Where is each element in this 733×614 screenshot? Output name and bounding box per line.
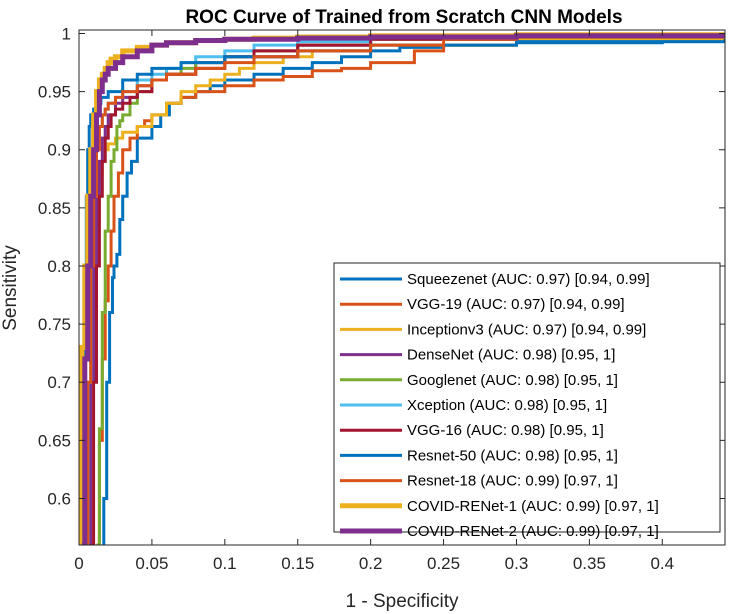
axes-box bbox=[78, 29, 726, 546]
y-tick-label: 0.6 bbox=[47, 489, 71, 508]
legend-entry: Resnet-18 (AUC: 0.99) [0.97, 1] bbox=[407, 473, 618, 490]
legend-entry: COVID-RENet-1 (AUC: 0.99) [0.97, 1] bbox=[407, 498, 659, 515]
y-tick-label: 0.7 bbox=[47, 373, 71, 392]
legend-entry: VGG-19 (AUC: 0.97) [0.94, 0.99] bbox=[407, 296, 625, 313]
legend-box bbox=[333, 262, 721, 533]
y-tick-label: 0.75 bbox=[38, 315, 71, 334]
y-tick-label: 0.9 bbox=[47, 141, 71, 160]
x-tick-label: 0.3 bbox=[505, 554, 529, 573]
series-line-11 bbox=[81, 33, 725, 545]
legend-entry: Xception (AUC: 0.98) [0.95, 1] bbox=[407, 397, 607, 414]
y-axis-label: Sensitivity bbox=[0, 245, 21, 331]
y-tick-label: 1 bbox=[62, 24, 71, 43]
legend-entry: VGG-16 (AUC: 0.98) [0.95, 1] bbox=[407, 422, 604, 439]
x-tick-label: 0.4 bbox=[650, 554, 674, 573]
legend: Squeezenet (AUC: 0.97) [0.94, 0.99] VGG-1… bbox=[333, 262, 721, 540]
legend-entry: Squeezenet (AUC: 0.97) [0.94, 0.99] bbox=[407, 271, 650, 288]
series-layer bbox=[79, 32, 725, 545]
x-axis-label: 1 - Specificity bbox=[346, 591, 459, 612]
y-tick-label: 0.8 bbox=[47, 257, 71, 276]
x-tick-label: 0 bbox=[74, 554, 83, 573]
legend-entry: Inceptionv3 (AUC: 0.97) [0.94, 0.99] bbox=[407, 321, 646, 338]
legend-entry: DenseNet (AUC: 0.98) [0.95, 1] bbox=[407, 347, 615, 364]
series-line-7 bbox=[90, 35, 725, 545]
y-tick-label: 0.85 bbox=[38, 199, 71, 218]
legend-entry: Googlenet (AUC: 0.98) [0.95, 1] bbox=[407, 372, 618, 389]
chart-title: ROC Curve of Trained from Scratch CNN Mo… bbox=[185, 7, 622, 28]
x-tick-label: 0.25 bbox=[427, 554, 460, 573]
legend-entry: COVID-RENet-2 (AUC: 0.99) [0.97, 1] bbox=[407, 523, 659, 540]
x-tick-label: 0.1 bbox=[213, 554, 237, 573]
y-tick-label: 0.95 bbox=[38, 83, 71, 102]
series-line-1 bbox=[102, 40, 725, 545]
tick-layer: 0 0.05 0.1 0.15 0.2 0.25 0.3 0.35 0.4 0.6 0.65 0.7 0… bbox=[38, 24, 725, 573]
x-tick-label: 0.05 bbox=[135, 554, 168, 573]
legend-entry: Resnet-50 (AUC: 0.98) [0.95, 1] bbox=[407, 447, 618, 464]
x-tick-label: 0.2 bbox=[359, 554, 383, 573]
y-tick-label: 0.65 bbox=[38, 431, 71, 450]
x-tick-label: 0.15 bbox=[281, 554, 314, 573]
x-tick-label: 0.35 bbox=[573, 554, 606, 573]
